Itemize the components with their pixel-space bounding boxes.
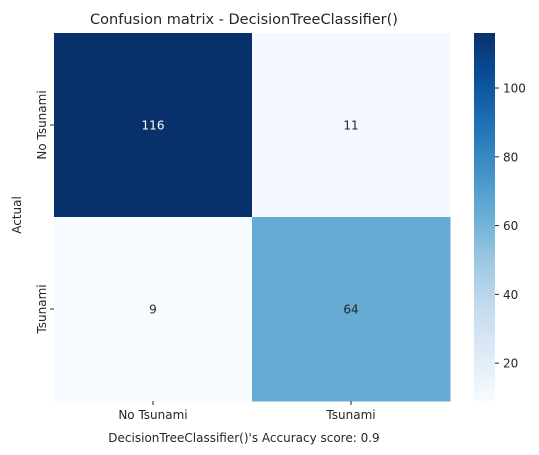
colorbar-ticks: 20 40 60 80 100	[495, 82, 526, 371]
y-axis-ticks: No Tsunami Tsunami	[35, 90, 54, 335]
x-axis-ticks: No Tsunami Tsunami	[118, 401, 376, 422]
x-tick-label: No Tsunami	[118, 408, 187, 422]
y-tick-label: Tsunami	[35, 284, 49, 334]
cell-value-label: 64	[343, 303, 358, 317]
heatmap-cells: 116 11 9 64	[54, 33, 451, 402]
chart-title: Confusion matrix - DecisionTreeClassifie…	[90, 12, 398, 28]
colorbar-tick-label: 60	[503, 219, 518, 233]
cell-value-label: 116	[142, 119, 165, 133]
heatmap-cell	[54, 33, 253, 218]
colorbar-tick-label: 80	[503, 150, 518, 164]
cell-value-label: 9	[149, 303, 157, 317]
y-axis-label: Actual	[10, 196, 24, 234]
heatmap-cell	[252, 217, 451, 402]
colorbar-tick-label: 40	[503, 288, 518, 302]
y-tick-label: No Tsunami	[35, 90, 49, 159]
cell-value-label: 11	[343, 119, 358, 133]
x-tick-label: Tsunami	[325, 408, 375, 422]
colorbar	[474, 33, 495, 401]
heatmap-cell	[54, 217, 253, 402]
heatmap-cell	[252, 33, 451, 218]
colorbar-tick-label: 20	[503, 357, 518, 371]
colorbar-tick-label: 100	[503, 82, 526, 96]
x-axis-label: DecisionTreeClassifier()'s Accuracy scor…	[108, 431, 379, 445]
